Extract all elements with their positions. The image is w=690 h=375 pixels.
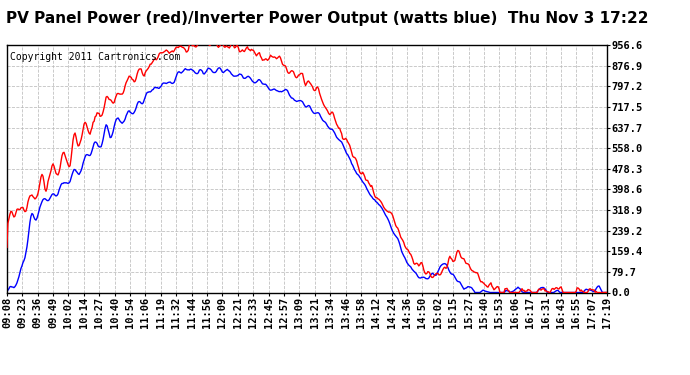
Text: Total PV Panel Power (red)/Inverter Power Output (watts blue)  Thu Nov 3 17:22: Total PV Panel Power (red)/Inverter Powe… [0,11,649,26]
Text: Copyright 2011 Cartronics.com: Copyright 2011 Cartronics.com [10,53,180,62]
